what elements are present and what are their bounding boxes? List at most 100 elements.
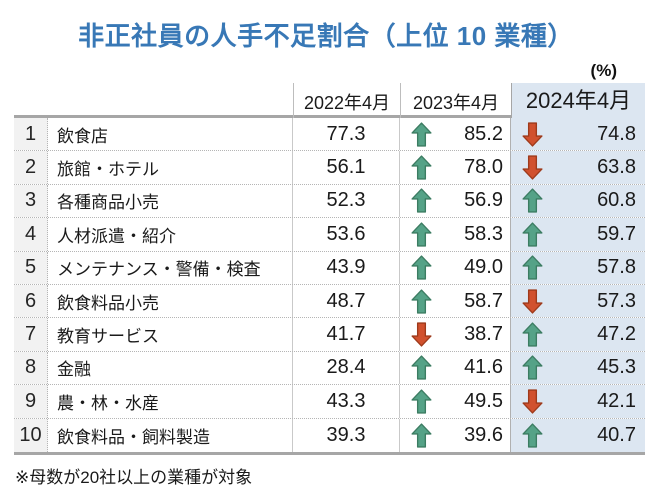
up-arrow-icon (522, 255, 543, 280)
value-2023: 49.0 (464, 256, 503, 279)
unit-label: (%) (590, 61, 617, 80)
value-2023-cell: 41.6 (400, 351, 511, 385)
down-arrow-icon (522, 289, 543, 314)
value-2022-cell: 41.7 (293, 318, 400, 351)
value-2022-cell: 48.7 (293, 284, 400, 318)
value-2022-cell: 43.3 (293, 385, 400, 418)
page-title: 非正社員の人手不足割合（上位 10 業種） (78, 21, 574, 51)
value-2024: 57.3 (597, 289, 636, 312)
rank-value: 2 (14, 151, 48, 184)
down-arrow-icon (522, 122, 543, 147)
value-2024-cell: 42.1 (511, 385, 645, 418)
rank-value: 4 (14, 218, 48, 251)
value-2024: 42.1 (597, 389, 636, 412)
rank-value: 1 (14, 118, 48, 151)
industry-name: 飲食料品小売 (48, 284, 293, 318)
up-arrow-icon (411, 255, 432, 280)
table-row: 1 飲食店 77.3 85.2 74.8 (14, 118, 645, 152)
value-2022-cell: 56.1 (293, 151, 400, 184)
value-2023-cell: 58.7 (400, 284, 511, 318)
value-2022: 41.7 (326, 323, 366, 346)
value-2024-cell: 60.8 (511, 184, 645, 218)
value-2023: 78.0 (464, 156, 503, 179)
down-arrow-icon (522, 389, 543, 414)
table-row: 3 各種商品小売 52.3 56.9 60.8 (14, 184, 645, 219)
value-2023-cell: 85.2 (400, 118, 511, 151)
value-2022-cell: 28.4 (293, 351, 400, 385)
value-2022: 39.3 (326, 423, 366, 446)
value-2024: 40.7 (597, 423, 636, 446)
value-2024: 45.3 (597, 356, 636, 379)
table-row: 6 飲食料品小売 48.7 58.7 57.3 (14, 284, 645, 319)
up-arrow-icon (411, 355, 432, 381)
table-row: 4 人材派遣・紹介 53.6 58.3 59.7 (14, 218, 645, 252)
up-arrow-icon (522, 322, 543, 347)
value-2024: 47.2 (597, 323, 636, 346)
industry-name: 各種商品小売 (48, 184, 293, 218)
table-row: 9 農・林・水産 43.3 49.5 42.1 (14, 385, 645, 419)
value-2023: 58.7 (464, 289, 503, 312)
value-2023: 58.3 (464, 222, 503, 245)
table-row: 5 メンテナンス・警備・検査 43.9 49.0 57.8 (14, 251, 645, 285)
value-2022: 56.1 (326, 156, 366, 179)
value-2024-cell: 40.7 (511, 418, 645, 452)
table-row: 2 旅館・ホテル 56.1 78.0 63.8 (14, 151, 645, 185)
value-2024: 59.7 (597, 222, 636, 245)
value-2024: 74.8 (597, 122, 636, 145)
industry-name: 飲食店 (48, 118, 293, 151)
value-2022: 52.3 (326, 189, 366, 212)
value-2024: 63.8 (597, 156, 636, 179)
data-table: 2022年4月 2023年4月 2024年4月 1 飲食店 77.3 85.2 … (14, 83, 645, 455)
up-arrow-icon (411, 222, 432, 247)
header-blank-rank (14, 83, 48, 118)
value-2023: 85.2 (464, 122, 503, 145)
up-arrow-icon (411, 289, 432, 314)
up-arrow-icon (411, 155, 432, 180)
value-2023: 39.6 (464, 423, 503, 446)
value-2022: 53.6 (326, 222, 366, 245)
value-2023-cell: 39.6 (400, 418, 511, 452)
rank-value: 9 (14, 385, 48, 418)
industry-name: 教育サービス (48, 318, 293, 351)
industry-name: 農・林・水産 (48, 385, 293, 418)
rank-value: 6 (14, 284, 48, 318)
value-2023: 41.6 (464, 356, 503, 379)
value-2023-cell: 58.3 (400, 218, 511, 251)
up-arrow-icon (522, 355, 543, 381)
value-2023-cell: 38.7 (400, 318, 511, 351)
value-2023-cell: 49.5 (400, 385, 511, 418)
up-arrow-icon (411, 423, 432, 448)
down-arrow-icon (522, 155, 543, 180)
value-2022-cell: 77.3 (293, 118, 400, 151)
rank-value: 5 (14, 251, 48, 284)
up-arrow-icon (522, 222, 543, 247)
value-2022-cell: 43.9 (293, 251, 400, 284)
value-2022-cell: 52.3 (293, 184, 400, 218)
value-2024-cell: 57.8 (511, 251, 645, 284)
up-arrow-icon (411, 389, 432, 414)
value-2022: 48.7 (326, 289, 366, 312)
value-2022: 43.3 (326, 389, 366, 412)
value-2024-cell: 63.8 (511, 151, 645, 184)
rank-value: 10 (14, 418, 48, 452)
value-2024-cell: 45.3 (511, 351, 645, 385)
value-2023-cell: 78.0 (400, 151, 511, 184)
value-2022-cell: 53.6 (293, 218, 400, 251)
value-2024: 57.8 (597, 256, 636, 279)
industry-name: 飲食料品・飼料製造 (48, 418, 293, 452)
value-2022: 77.3 (326, 122, 366, 145)
value-2024-cell: 59.7 (511, 218, 645, 251)
industry-name: 金融 (48, 351, 293, 385)
industry-name: 旅館・ホテル (48, 151, 293, 184)
up-arrow-icon (411, 188, 432, 214)
table-header-row: 2022年4月 2023年4月 2024年4月 (14, 83, 645, 118)
value-2023-cell: 56.9 (400, 184, 511, 218)
rank-value: 8 (14, 351, 48, 385)
bottom-divider (14, 451, 645, 455)
footnote: ※母数が20社以上の業種が対象 (15, 467, 253, 487)
down-arrow-icon (411, 322, 432, 347)
industry-name: 人材派遣・紹介 (48, 218, 293, 251)
table-row: 7 教育サービス 41.7 38.7 47.2 (14, 318, 645, 352)
table-row: 10 飲食料品・飼料製造 39.3 39.6 40.7 (14, 418, 645, 452)
